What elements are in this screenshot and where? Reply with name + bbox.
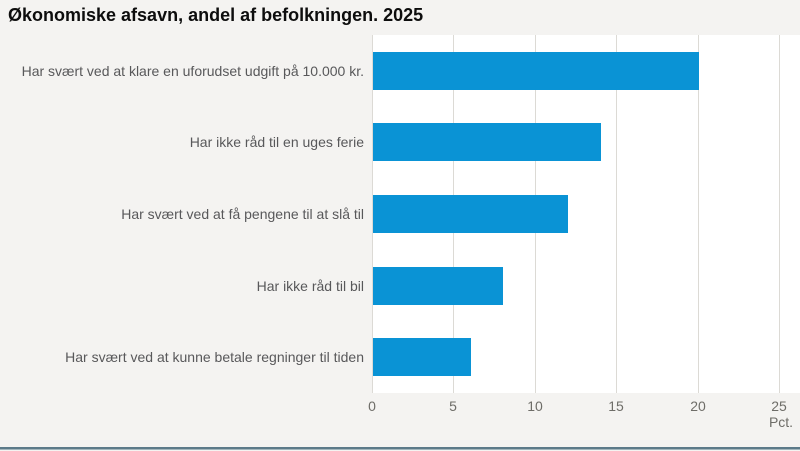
bottom-border — [0, 447, 800, 449]
category-label: Har svært ved at få pengene til at slå t… — [121, 206, 364, 222]
x-tick-label: 5 — [449, 398, 457, 414]
x-gridline — [372, 35, 373, 393]
bar — [373, 123, 601, 161]
x-gridline — [779, 35, 780, 393]
chart-title: Økonomiske afsavn, andel af befolkningen… — [8, 5, 424, 25]
bar — [373, 195, 568, 233]
bar — [373, 267, 503, 305]
category-label: Har ikke råd til en uges ferie — [189, 134, 364, 150]
x-tick-label: 10 — [527, 398, 543, 414]
x-tick-label: 25 — [771, 398, 787, 414]
category-label: Har svært ved at kunne betale regninger … — [65, 349, 364, 365]
x-tick-label: 0 — [368, 398, 376, 414]
category-label: Har ikke råd til bil — [256, 278, 364, 294]
bottom-border-light — [0, 449, 800, 450]
x-gridline — [698, 35, 699, 393]
bar — [373, 52, 699, 90]
x-gridline — [616, 35, 617, 393]
x-tick-label: 20 — [690, 398, 706, 414]
category-label: Har svært ved at klare en uforudset udgi… — [21, 63, 364, 79]
bar — [373, 338, 471, 376]
x-axis-unit-label: Pct. — [768, 414, 794, 430]
x-tick-label: 15 — [608, 398, 624, 414]
